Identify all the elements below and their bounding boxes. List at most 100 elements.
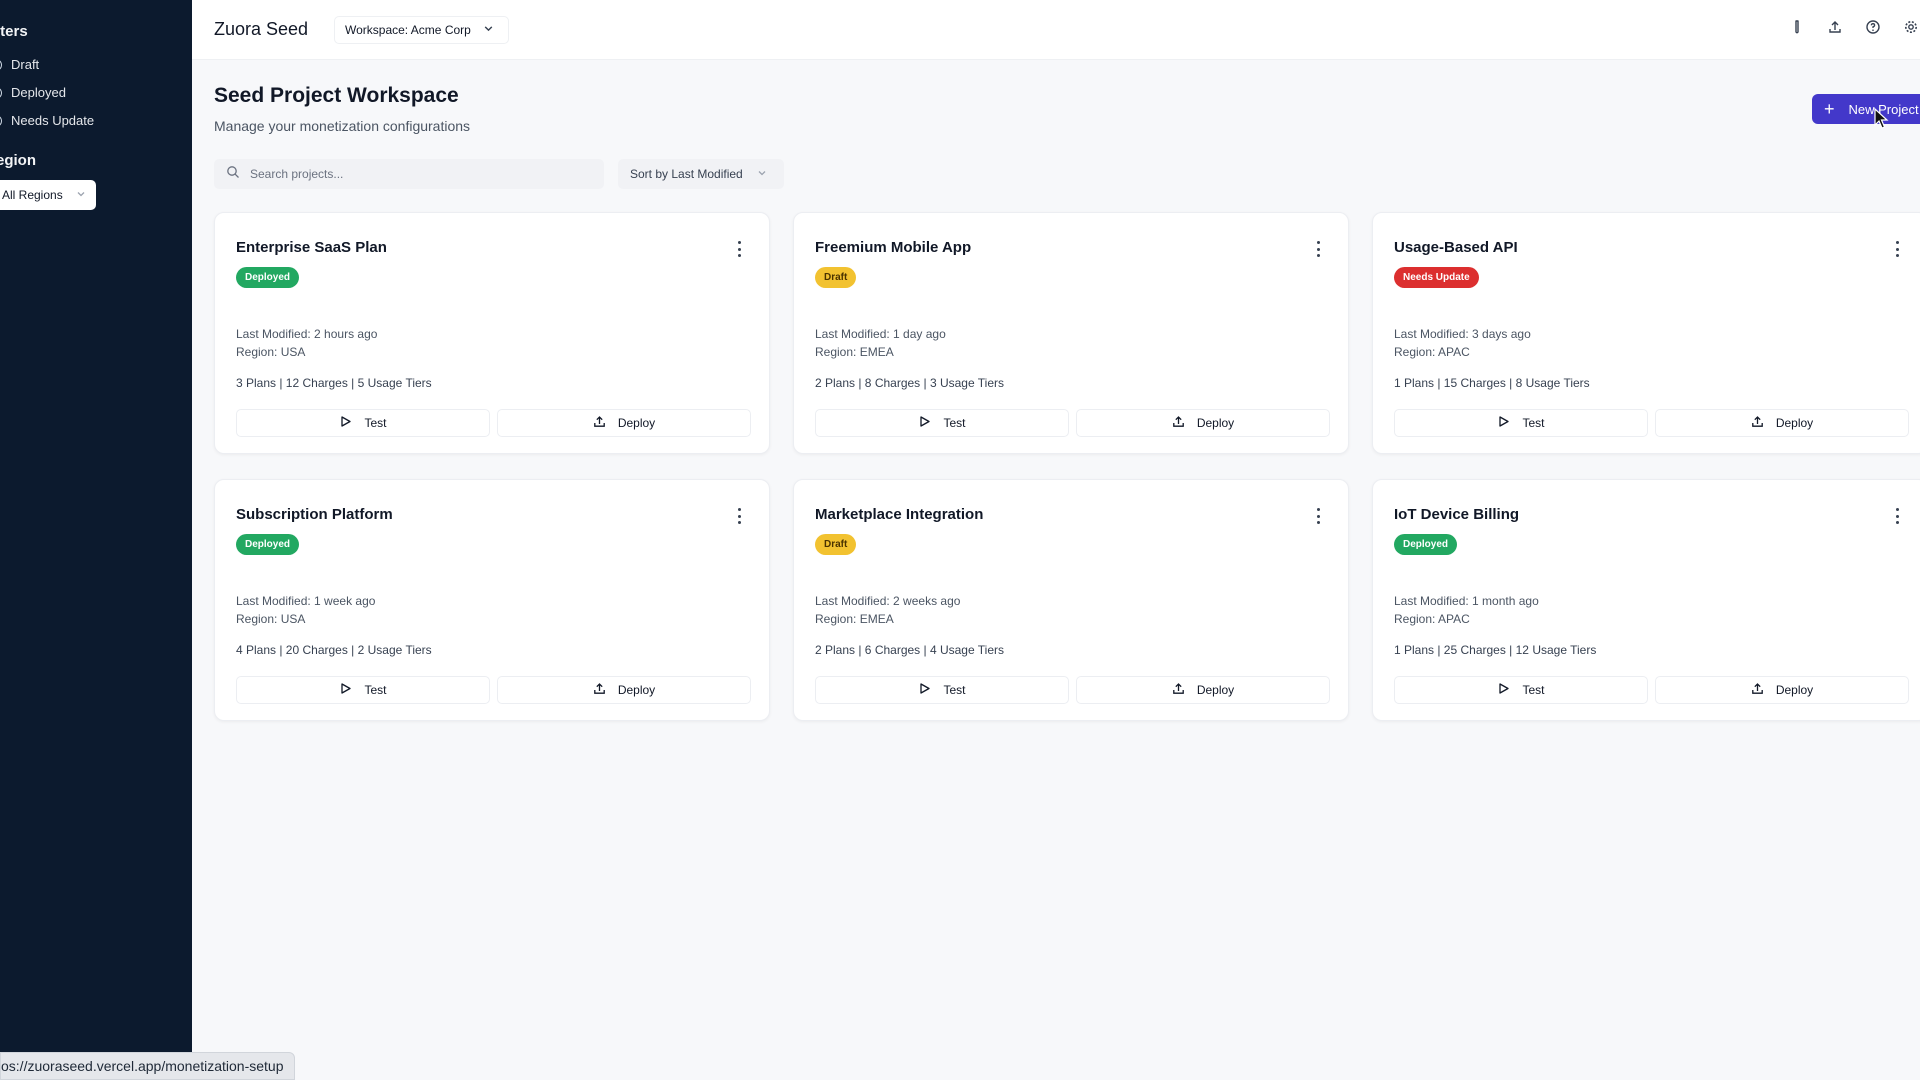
plus-icon: + (1824, 99, 1835, 119)
more-options-icon[interactable] (735, 241, 743, 257)
project-title: Marketplace Integration (815, 506, 984, 523)
region-select[interactable]: All Regions (0, 180, 96, 210)
upload-icon (593, 682, 606, 698)
deploy-label: Deploy (1775, 683, 1814, 697)
project-region: Region: USA (236, 345, 306, 359)
project-summary: 2 Plans | 8 Charges | 3 Usage Tiers (815, 376, 1004, 390)
upload-icon (1172, 682, 1185, 698)
workspace-select-value: Workspace: Acme Corp (345, 23, 471, 37)
search-input[interactable] (250, 167, 590, 181)
project-summary: 2 Plans | 6 Charges | 4 Usage Tiers (815, 643, 1004, 657)
radio-draft[interactable] (0, 58, 2, 71)
deploy-button[interactable]: Deploy (1655, 676, 1909, 704)
region-select-value: All Regions (2, 188, 63, 202)
status-badge: Deployed (236, 534, 300, 555)
settings-icon[interactable] (1902, 18, 1920, 36)
play-icon (1497, 415, 1510, 431)
test-label: Test (1522, 683, 1545, 697)
upload-icon (1751, 415, 1764, 431)
filter-draft-label: Draft (11, 57, 40, 72)
radio-needs-update[interactable] (0, 114, 2, 127)
filter-needs-update[interactable]: Needs Update (0, 113, 94, 128)
project-region: Region: EMEA (815, 612, 894, 626)
last-modified: Last Modified: 1 day ago (815, 327, 946, 341)
upload-icon (593, 415, 606, 431)
deploy-label: Deploy (617, 683, 656, 697)
project-region: Region: USA (236, 612, 306, 626)
chevron-down-icon (76, 188, 86, 202)
filter-deployed-label: Deployed (11, 85, 66, 100)
deploy-button[interactable]: Deploy (1655, 409, 1909, 437)
last-modified: Last Modified: 3 days ago (1394, 327, 1531, 341)
project-region: Region: APAC (1394, 612, 1470, 626)
play-icon (918, 415, 931, 431)
deploy-button[interactable]: Deploy (1076, 409, 1330, 437)
test-button[interactable]: Test (815, 676, 1069, 704)
search-box[interactable] (214, 159, 604, 189)
project-title: Usage-Based API (1394, 239, 1518, 256)
project-card[interactable]: Subscription Platform Deployed Last Modi… (214, 479, 770, 721)
more-options-icon[interactable] (1893, 241, 1901, 257)
radio-deployed[interactable] (0, 86, 2, 99)
test-button[interactable]: Test (815, 409, 1069, 437)
new-project-button[interactable]: + New Project (1812, 94, 1920, 124)
deploy-label: Deploy (1196, 416, 1235, 430)
project-title: Enterprise SaaS Plan (236, 239, 387, 256)
project-title: Subscription Platform (236, 506, 393, 523)
deploy-label: Deploy (617, 416, 656, 430)
test-button[interactable]: Test (1394, 676, 1648, 704)
test-button[interactable]: Test (236, 676, 490, 704)
project-card[interactable]: IoT Device Billing Deployed Last Modifie… (1372, 479, 1920, 721)
help-icon[interactable] (1864, 18, 1882, 36)
more-options-icon[interactable] (1893, 508, 1901, 524)
test-label: Test (1522, 416, 1545, 430)
deploy-button[interactable]: Deploy (497, 676, 751, 704)
project-summary: 4 Plans | 20 Charges | 2 Usage Tiers (236, 643, 432, 657)
status-badge: Draft (815, 267, 857, 288)
sort-select[interactable]: Sort by Last Modified (618, 159, 784, 189)
project-card[interactable]: Enterprise SaaS Plan Deployed Last Modif… (214, 212, 770, 454)
more-options-icon[interactable] (1314, 508, 1322, 524)
test-button[interactable]: Test (236, 409, 490, 437)
upload-icon[interactable] (1826, 18, 1844, 36)
topbar: Zuora Seed Workspace: Acme Corp (192, 0, 1920, 60)
play-icon (1497, 682, 1510, 698)
status-badge: Deployed (236, 267, 300, 288)
project-title: IoT Device Billing (1394, 506, 1520, 523)
play-icon (918, 682, 931, 698)
play-icon (339, 415, 352, 431)
flask-icon[interactable] (1788, 18, 1806, 36)
new-project-label: New Project (1848, 101, 1919, 117)
test-button[interactable]: Test (1394, 409, 1648, 437)
filter-draft[interactable]: Draft (0, 57, 39, 72)
test-label: Test (364, 416, 387, 430)
project-region: Region: EMEA (815, 345, 894, 359)
project-summary: 1 Plans | 15 Charges | 8 Usage Tiers (1394, 376, 1590, 390)
status-badge: Draft (815, 534, 857, 555)
filters-heading: lters (0, 23, 28, 40)
more-options-icon[interactable] (1314, 241, 1322, 257)
mouse-cursor-icon (1874, 108, 1889, 129)
last-modified: Last Modified: 2 hours ago (236, 327, 378, 341)
filter-needs-update-label: Needs Update (11, 113, 95, 128)
deploy-label: Deploy (1775, 416, 1814, 430)
sort-select-value: Sort by Last Modified (630, 167, 743, 181)
deploy-button[interactable]: Deploy (497, 409, 751, 437)
app-name: Zuora Seed (214, 19, 309, 39)
sidebar: lters Draft Deployed Needs Update egion … (0, 0, 192, 1080)
project-card[interactable]: Usage-Based API Needs Update Last Modifi… (1372, 212, 1920, 454)
test-label: Test (943, 416, 966, 430)
top-icons (1788, 18, 1920, 36)
last-modified: Last Modified: 1 week ago (236, 594, 376, 608)
upload-icon (1172, 415, 1185, 431)
page-subtitle: Manage your monetization configurations (214, 118, 471, 134)
status-badge: Needs Update (1394, 267, 1479, 288)
play-icon (339, 682, 352, 698)
upload-icon (1751, 682, 1764, 698)
workspace-select[interactable]: Workspace: Acme Corp (334, 16, 509, 44)
deploy-button[interactable]: Deploy (1076, 676, 1330, 704)
project-card[interactable]: Freemium Mobile App Draft Last Modified:… (793, 212, 1349, 454)
project-card[interactable]: Marketplace Integration Draft Last Modif… (793, 479, 1349, 721)
more-options-icon[interactable] (735, 508, 743, 524)
filter-deployed[interactable]: Deployed (0, 85, 66, 100)
